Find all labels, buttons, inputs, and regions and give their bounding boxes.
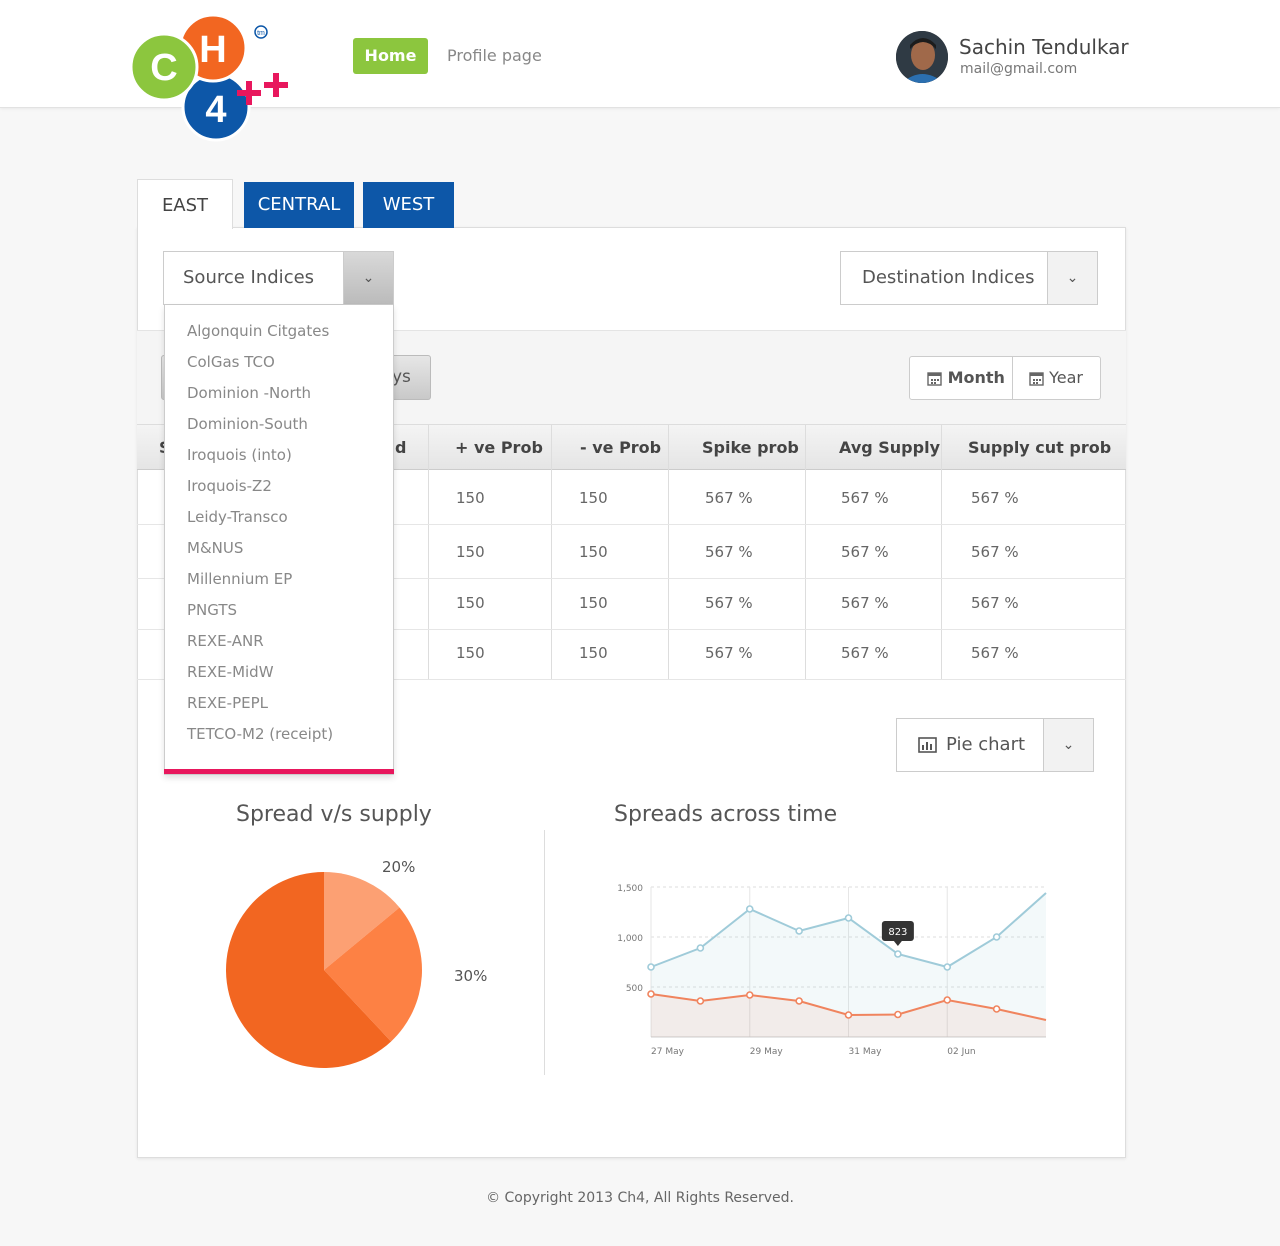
- dropdown-item[interactable]: Leidy-Transco: [187, 508, 288, 526]
- data-point[interactable]: [943, 996, 952, 1004]
- data-point[interactable]: [745, 991, 754, 999]
- th-neg-prob: - ve Prob: [580, 438, 662, 457]
- dropdown-item[interactable]: Millennium EP: [187, 570, 293, 588]
- source-indices-select[interactable]: Source Indices ⌄: [163, 251, 394, 305]
- tab-central[interactable]: CENTRAL: [244, 182, 354, 228]
- source-indices-dropdown: Algonquin Citgates ColGas TCO Dominion -…: [164, 305, 394, 775]
- dropdown-item[interactable]: Dominion -North: [187, 384, 311, 402]
- x-tick-label: 29 May: [750, 1047, 784, 1057]
- calendar-icon: [927, 372, 942, 386]
- pie-slice-label: 30%: [454, 967, 487, 985]
- line-chart: 1,500 1,000 500 27 May 29 May 31 May 02 Jun 823: [617, 884, 1047, 1057]
- dropdown-item[interactable]: M&NUS: [187, 539, 244, 557]
- pie-slice-label: 20%: [382, 858, 415, 876]
- tooltip-label: 823: [888, 927, 907, 938]
- source-indices-label: Source Indices: [183, 267, 315, 288]
- calendar-icon: [1029, 372, 1044, 386]
- dropdown-item[interactable]: REXE-MidW: [187, 663, 274, 681]
- tooltip: [881, 921, 914, 941]
- dropdown-item[interactable]: Iroquois (into): [187, 446, 292, 464]
- tooltip-arrow: [893, 941, 902, 946]
- th-avg-supply: Avg Supply: [839, 438, 940, 457]
- footer-copyright: © Copyright 2013 Ch4, All Rights Reserve…: [486, 1190, 794, 1206]
- tab-west[interactable]: WEST: [363, 182, 454, 228]
- range-button-label: ys: [392, 367, 411, 387]
- line-chart-title: Spreads across time: [614, 802, 838, 827]
- pie-chart: 20% 30%: [225, 858, 487, 1068]
- data-point[interactable]: [647, 990, 655, 998]
- dropdown-item[interactable]: REXE-PEPL: [187, 694, 268, 712]
- chart-divider: [544, 830, 545, 1075]
- pie-slice: [225, 872, 392, 1068]
- th-pos-prob: + ve Prob: [455, 438, 543, 457]
- svg-text:H: H: [199, 29, 226, 71]
- data-point[interactable]: [992, 933, 1001, 941]
- dropdown-accent-bar: [164, 769, 394, 774]
- year-button[interactable]: Year: [1012, 356, 1101, 400]
- ch4-logo[interactable]: C H 4 tm: [125, 10, 295, 150]
- th-supply-cut-prob: Supply cut prob: [968, 438, 1112, 457]
- data-point[interactable]: [795, 997, 803, 1005]
- user-email: mail@gmail.com: [960, 61, 1078, 77]
- dropdown-item[interactable]: ColGas TCO: [187, 353, 275, 371]
- chart-type-label: Pie chart: [946, 734, 1026, 755]
- destination-indices-select[interactable]: Destination Indices ⌄: [840, 251, 1098, 305]
- nav-profile-page[interactable]: Profile page: [447, 46, 542, 65]
- th-spread: d: [395, 438, 407, 457]
- dropdown-item[interactable]: Dominion-South: [187, 415, 308, 433]
- destination-indices-label: Destination Indices: [862, 267, 1035, 288]
- dropdown-item[interactable]: TETCO-M2 (receipt): [187, 725, 334, 743]
- dropdown-item[interactable]: Iroquois-Z2: [187, 477, 272, 495]
- data-point[interactable]: [844, 1011, 853, 1019]
- y-tick-label: 500: [626, 984, 643, 994]
- svg-text:C: C: [150, 47, 177, 89]
- pie-chart-title: Spread v/s supply: [236, 802, 432, 827]
- month-label: Month: [947, 368, 1005, 387]
- svg-text:tm: tm: [257, 30, 265, 37]
- svg-text:4: 4: [205, 89, 226, 131]
- th-spike-prob: Spike prob: [702, 438, 799, 457]
- chevron-down-icon[interactable]: ⌄: [1043, 719, 1093, 771]
- user-avatar[interactable]: [896, 31, 948, 83]
- y-tick-label: 1,500: [617, 884, 643, 894]
- pie-slice: [324, 907, 422, 1042]
- chevron-down-icon[interactable]: ⌄: [1047, 252, 1097, 304]
- year-label: Year: [1049, 368, 1083, 387]
- chevron-down-icon[interactable]: ⌄: [343, 252, 393, 304]
- x-tick-label: 31 May: [849, 1047, 883, 1057]
- x-tick-label: 02 Jun: [947, 1047, 975, 1057]
- data-point[interactable]: [696, 944, 705, 952]
- x-tick-label: 27 May: [651, 1047, 685, 1057]
- user-name: Sachin Tendulkar: [959, 35, 1129, 59]
- pie-slice: [324, 872, 400, 970]
- data-point[interactable]: [992, 1005, 1001, 1013]
- data-point[interactable]: [745, 905, 754, 913]
- nav-home[interactable]: Home: [353, 38, 428, 74]
- y-tick-label: 1,000: [617, 934, 643, 944]
- bar-chart-icon: [918, 737, 937, 753]
- data-point[interactable]: [943, 963, 952, 971]
- chart-type-select[interactable]: Pie chart ⌄: [896, 718, 1094, 772]
- dropdown-item[interactable]: REXE-ANR: [187, 632, 264, 650]
- data-point[interactable]: [894, 950, 902, 958]
- data-point[interactable]: [894, 1010, 902, 1019]
- data-point[interactable]: [696, 997, 705, 1005]
- data-point[interactable]: [647, 963, 655, 971]
- tab-east[interactable]: EAST: [137, 179, 233, 229]
- dropdown-item[interactable]: PNGTS: [187, 601, 238, 619]
- dropdown-item[interactable]: Algonquin Citgates: [187, 322, 330, 340]
- data-point[interactable]: [795, 927, 803, 935]
- data-point[interactable]: [844, 914, 853, 922]
- month-button[interactable]: Month: [909, 356, 1013, 400]
